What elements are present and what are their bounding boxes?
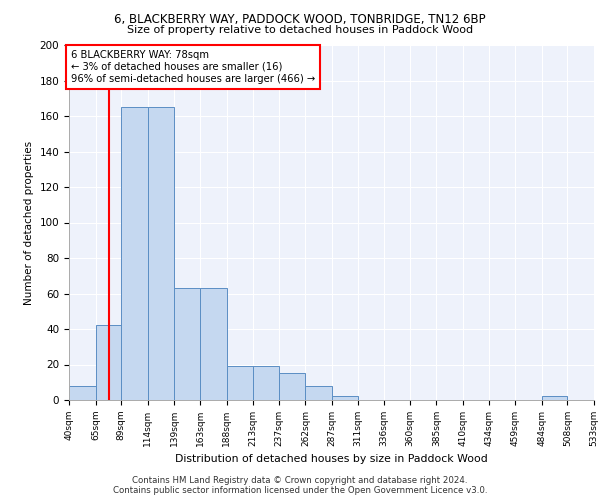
Bar [253, 366, 279, 400]
Bar [200, 288, 227, 400]
Bar [227, 366, 253, 400]
Text: 6, BLACKBERRY WAY, PADDOCK WOOD, TONBRIDGE, TN12 6BP: 6, BLACKBERRY WAY, PADDOCK WOOD, TONBRID… [114, 12, 486, 26]
Bar [95, 326, 121, 400]
Bar [279, 374, 305, 400]
Bar [175, 288, 200, 400]
Text: Contains public sector information licensed under the Open Government Licence v3: Contains public sector information licen… [113, 486, 487, 495]
Bar [148, 107, 175, 400]
Y-axis label: Number of detached properties: Number of detached properties [24, 140, 34, 304]
Bar [332, 396, 358, 400]
X-axis label: Distribution of detached houses by size in Paddock Wood: Distribution of detached houses by size … [175, 454, 488, 464]
Bar [542, 396, 568, 400]
Text: Contains HM Land Registry data © Crown copyright and database right 2024.: Contains HM Land Registry data © Crown c… [132, 476, 468, 485]
Bar [69, 386, 95, 400]
Bar [305, 386, 332, 400]
Bar [121, 107, 148, 400]
Text: Size of property relative to detached houses in Paddock Wood: Size of property relative to detached ho… [127, 25, 473, 35]
Text: 6 BLACKBERRY WAY: 78sqm
← 3% of detached houses are smaller (16)
96% of semi-det: 6 BLACKBERRY WAY: 78sqm ← 3% of detached… [71, 50, 316, 84]
